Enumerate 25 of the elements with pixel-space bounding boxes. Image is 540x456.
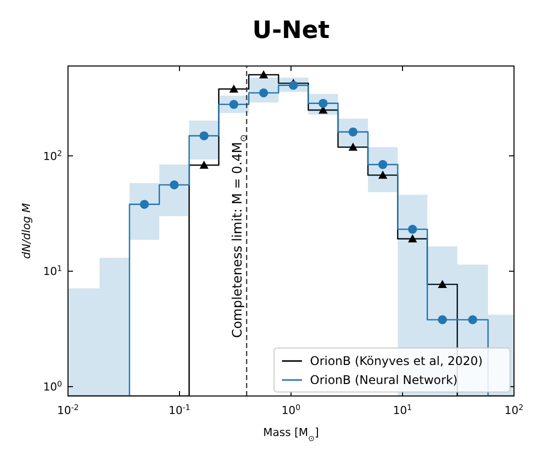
point (288, 80, 298, 90)
point (140, 200, 149, 209)
x-tick-label: 10$^{0}$ (282, 402, 301, 417)
point (318, 98, 328, 108)
point (170, 180, 179, 190)
chart-title: U-Net (252, 16, 330, 44)
legend-label: OrionB (Könyves et al, 2020) (310, 354, 483, 368)
point (259, 88, 268, 98)
point (438, 315, 447, 324)
y-tick-label: 10$^{2}$ (43, 148, 62, 163)
legend-label: OrionB (Neural Network) (310, 373, 458, 387)
point (200, 131, 209, 140)
point (468, 315, 478, 324)
point (229, 100, 238, 109)
x-tick-label: 10$^{2}$ (504, 402, 524, 417)
point (348, 127, 358, 136)
y-tick-label: 10$^{0}$ (43, 379, 62, 394)
x-tick-label: 10$^{-1}$ (168, 402, 190, 417)
point (408, 224, 418, 234)
point (378, 160, 388, 170)
y-tick-label: 10$^{1}$ (43, 264, 62, 278)
x-tick-label: 10$^{1}$ (393, 402, 412, 417)
x-tick-label: 10$^{-2}$ (57, 402, 79, 417)
x-axis-title: Mass [M$_{⊙}$] (263, 426, 319, 442)
y-axis-title: dN/dlog M (20, 202, 33, 259)
